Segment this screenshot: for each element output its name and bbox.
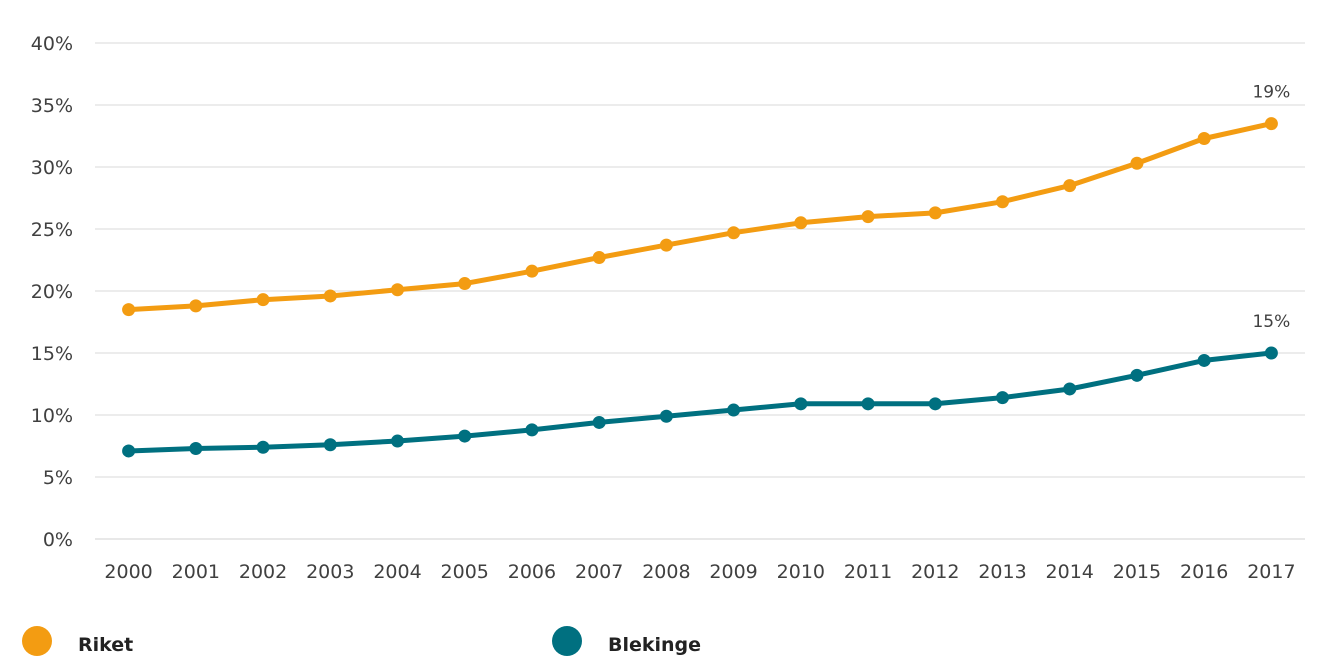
y-tick-label: 35%: [31, 95, 73, 117]
legend-label-blekinge: Blekinge: [608, 634, 702, 656]
x-tick-label: 2007: [575, 561, 623, 583]
data-point-blekinge: [391, 434, 404, 448]
data-point-riket: [928, 206, 942, 220]
x-tick-label: 2016: [1180, 561, 1228, 583]
data-point-blekinge: [659, 409, 673, 423]
data-point-riket: [659, 238, 673, 252]
series-line-blekinge: [126, 350, 1274, 454]
data-point-blekinge: [1063, 382, 1077, 396]
legend-swatch-blekinge: [552, 626, 582, 656]
series-lines: [122, 117, 1278, 458]
y-tick-label: 0%: [43, 529, 73, 551]
x-tick-label: 2005: [441, 561, 489, 583]
y-tick-label: 10%: [31, 405, 73, 427]
line-chart: 0%5%10%15%20%25%30%35%40% 2000 2001 2002 20…: [31, 33, 1305, 583]
legend-label-riket: Riket: [78, 634, 134, 656]
y-tick-label: 30%: [31, 157, 73, 179]
x-tick-label: 2003: [306, 561, 354, 583]
data-point-riket: [1264, 117, 1278, 131]
data-point-blekinge: [525, 423, 539, 437]
y-tick-label: 40%: [31, 33, 73, 55]
x-tick-label: 2009: [709, 561, 757, 583]
y-tick-label: 20%: [31, 281, 73, 303]
y-tick-label: 25%: [31, 219, 73, 241]
data-point-blekinge: [189, 441, 203, 455]
data-point-blekinge: [794, 397, 808, 411]
x-tick-label: 2010: [777, 561, 825, 583]
data-point-riket: [256, 293, 270, 307]
data-point-riket: [1063, 179, 1077, 193]
gridlines: [95, 42, 1305, 540]
data-point-riket: [458, 277, 472, 291]
data-point-blekinge: [592, 415, 606, 429]
data-point-riket: [1130, 156, 1144, 170]
x-tick-label: 2008: [642, 561, 690, 583]
data-point-riket: [122, 303, 136, 317]
data-point-blekinge: [1197, 353, 1211, 367]
data-point-blekinge: [323, 438, 337, 452]
data-point-blekinge: [928, 397, 942, 411]
x-tick-label: 2014: [1046, 561, 1094, 583]
x-tick-label: 2012: [911, 561, 959, 583]
y-tick-label: 15%: [31, 343, 73, 365]
data-label-riket: 19%: [1252, 83, 1290, 103]
data-point-blekinge: [727, 403, 741, 417]
data-point-riket: [323, 289, 337, 303]
data-point-riket: [996, 195, 1009, 209]
y-axis-ticks: 0% 5% 10% 15% 20% 25% 30% 35% 40%: [31, 33, 73, 551]
data-point-blekinge: [458, 429, 472, 443]
x-tick-label: 2017: [1247, 561, 1295, 583]
data-point-riket: [592, 251, 606, 265]
x-tick-label: 2011: [844, 561, 892, 583]
x-axis-ticks: 2000 2001 2002 2003 2004 2005 2006 2007 2008 2009…: [104, 561, 1295, 583]
series-line-riket: [126, 121, 1274, 313]
chart-area: 0% 5% 10% 15% 20% 25% 30% 35% 40% 2000 2001 2002 20…: [31, 33, 1305, 583]
data-point-riket: [189, 299, 203, 313]
x-tick-label: 2015: [1113, 561, 1161, 583]
x-tick-label: 2004: [373, 561, 421, 583]
data-point-blekinge: [122, 444, 136, 458]
data-point-blekinge: [1130, 368, 1144, 382]
data-point-riket: [1197, 131, 1211, 145]
data-point-riket: [391, 283, 404, 297]
data-labels: 19% 15%: [1252, 83, 1290, 332]
data-point-riket: [861, 210, 875, 224]
legend-swatch-riket: [22, 626, 52, 656]
data-point-blekinge: [996, 391, 1009, 405]
data-point-riket: [525, 264, 539, 278]
x-tick-label: 2002: [239, 561, 287, 583]
x-tick-label: 2006: [508, 561, 556, 583]
data-point-riket: [794, 216, 808, 230]
data-point-blekinge: [256, 440, 270, 454]
x-tick-label: 2000: [104, 561, 152, 583]
data-point-blekinge: [1264, 346, 1278, 360]
y-tick-label: 5%: [43, 467, 73, 489]
x-tick-label: 2013: [978, 561, 1026, 583]
data-point-riket: [727, 226, 741, 240]
data-label-blekinge: 15%: [1252, 312, 1290, 332]
data-point-blekinge: [861, 397, 875, 411]
legend: Riket Blekinge: [0, 600, 1317, 658]
x-tick-label: 2001: [172, 561, 220, 583]
